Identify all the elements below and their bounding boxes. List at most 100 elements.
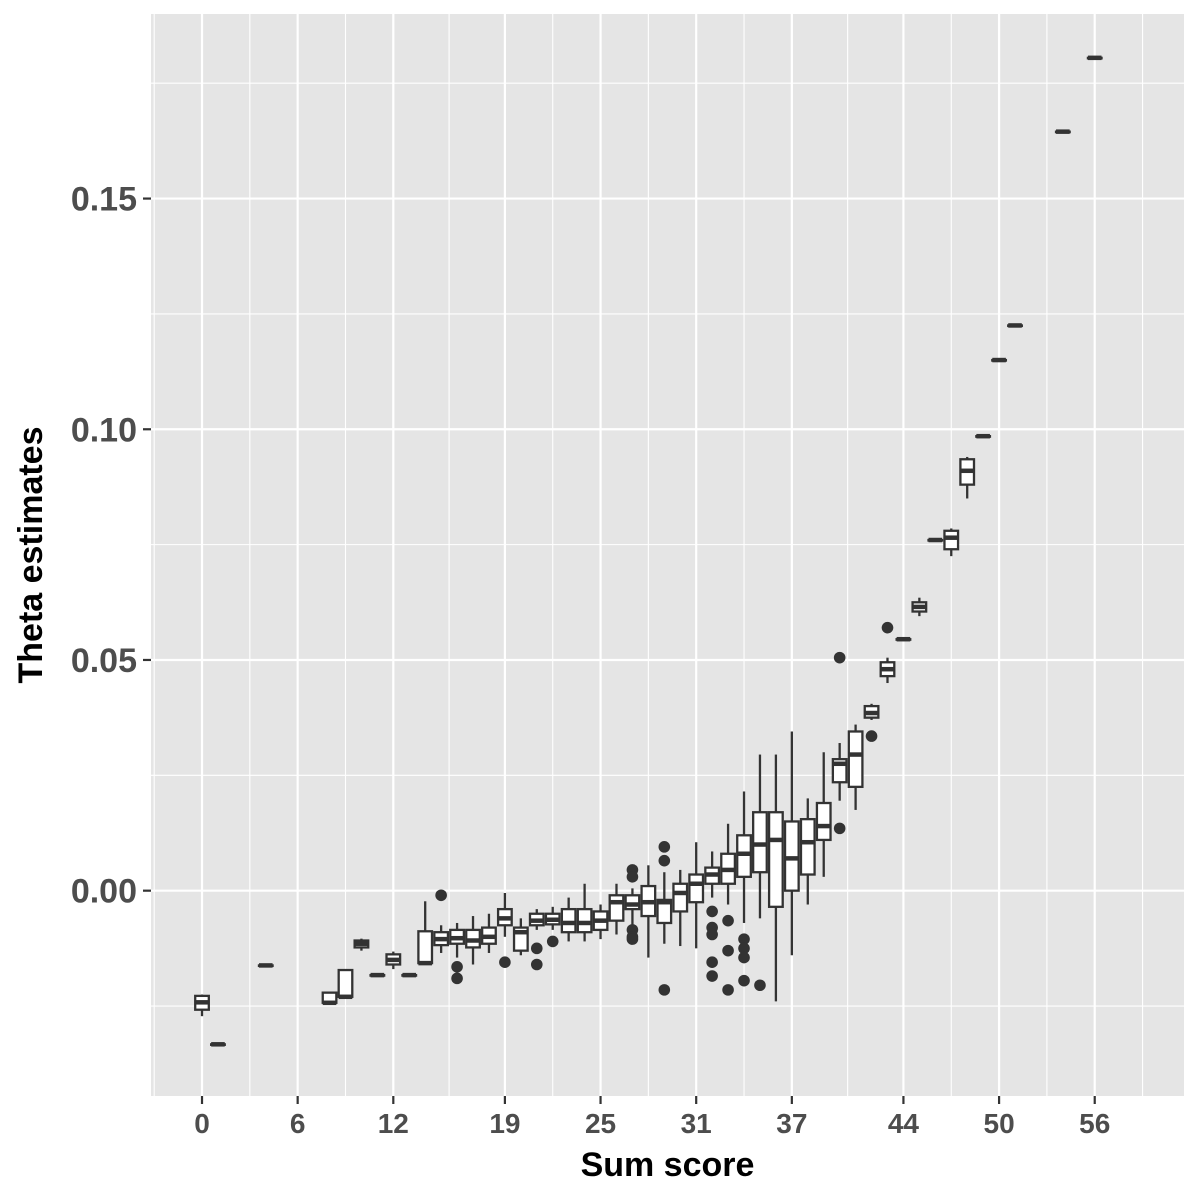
box-series [194, 55, 1103, 1047]
box-group [417, 901, 434, 966]
outlier-point [706, 970, 718, 982]
outlier-point [738, 942, 750, 955]
box-group [1007, 323, 1023, 328]
x-tick-label: 50 [984, 1108, 1015, 1139]
box-group [528, 909, 545, 971]
x-tick-label: 12 [378, 1108, 409, 1139]
box-group [433, 889, 450, 953]
box-group [576, 883, 593, 942]
box-group [353, 938, 370, 951]
box-group [815, 752, 832, 877]
box-group [704, 851, 721, 982]
y-tick-label: 0.10 [71, 411, 137, 449]
box-group [831, 651, 848, 835]
box [688, 873, 705, 904]
outlier-point [451, 972, 463, 985]
box-group [991, 357, 1008, 363]
box-group [512, 918, 529, 956]
box-group [481, 913, 497, 953]
outlier-point [546, 935, 559, 948]
outlier-point [833, 651, 846, 664]
box-group [799, 798, 816, 905]
box-group [194, 994, 210, 1017]
x-axis: 0 6 12 19 25 31 37 44 50 56 [194, 1096, 1110, 1139]
box [560, 907, 577, 934]
box-group [449, 922, 466, 985]
box-group [496, 892, 513, 968]
outlier-point [530, 958, 543, 971]
outlier-point [722, 984, 734, 996]
x-axis-title: Sum score [581, 1146, 755, 1184]
outlier-point [626, 871, 639, 883]
box-group [560, 897, 577, 942]
box-group [783, 731, 800, 956]
box-group [656, 841, 673, 996]
outlier-point [754, 979, 766, 992]
box-group [879, 621, 896, 684]
outlier-point [435, 889, 447, 902]
x-tick-label: 25 [585, 1108, 616, 1139]
box [608, 894, 625, 922]
box [799, 818, 816, 876]
box [656, 898, 673, 925]
box-group [975, 433, 992, 439]
box-group [1054, 129, 1071, 134]
outlier-point [658, 854, 671, 867]
y-tick-label: 0.00 [71, 873, 137, 911]
box [752, 811, 768, 874]
box-group [592, 904, 609, 940]
y-tick-label: 0.15 [71, 181, 137, 219]
box-group [943, 528, 960, 557]
box [672, 882, 689, 913]
box-group [847, 724, 864, 810]
box-group [624, 864, 641, 945]
outlier-point [738, 933, 750, 945]
box-group [465, 916, 481, 965]
outlier-point [530, 942, 543, 955]
box-group [911, 597, 928, 617]
outlier-point [706, 956, 718, 968]
box-group [688, 842, 705, 949]
outlier-point [738, 951, 750, 964]
box-group [321, 991, 338, 1006]
box [943, 529, 960, 551]
box-group [720, 823, 737, 996]
y-tick-label: 0.05 [71, 642, 137, 680]
x-tick-label: 0 [194, 1108, 210, 1139]
outlier-point [865, 730, 878, 742]
box-group [608, 883, 625, 935]
y-axis: 0.00 0.05 0.10 0.15 [71, 181, 151, 911]
box-group [257, 963, 274, 968]
box-group [1086, 55, 1103, 61]
outlier-point [722, 914, 734, 927]
box [576, 907, 593, 934]
outlier-point [706, 928, 718, 941]
outlier-point [738, 974, 750, 987]
plot-panel [151, 14, 1184, 1096]
box-group [210, 1042, 226, 1047]
outlier-point [706, 905, 718, 918]
box-group [672, 869, 689, 947]
box-group [895, 636, 912, 642]
x-tick-label: 31 [681, 1108, 712, 1139]
box-group [369, 972, 386, 978]
x-tick-label: 37 [776, 1108, 807, 1139]
box-group [959, 456, 976, 499]
minor-gridlines [151, 14, 1184, 1096]
box-group [385, 951, 402, 970]
box [417, 930, 434, 965]
x-tick-label: 19 [489, 1108, 520, 1139]
box [337, 968, 354, 998]
y-axis-title: Theta estimates [12, 427, 50, 684]
box [815, 801, 832, 842]
x-tick-label: 44 [888, 1108, 920, 1139]
box-group [767, 754, 784, 1002]
outlier-point [626, 933, 639, 945]
outlier-point [722, 944, 734, 957]
box [624, 894, 641, 911]
box-group [752, 754, 768, 992]
box-group [401, 972, 418, 978]
x-tick-label: 56 [1079, 1108, 1110, 1139]
outlier-point [833, 822, 846, 835]
